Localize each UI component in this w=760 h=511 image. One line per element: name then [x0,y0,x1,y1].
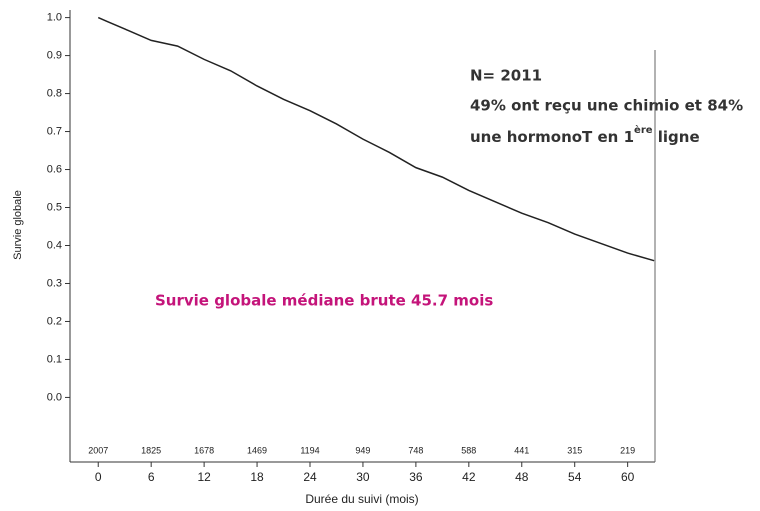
y-tick-label: 1.0 [47,12,62,24]
x-tick-label: 42 [462,470,476,484]
y-tick-label: 0.1 [47,353,62,365]
annotation: 49% ont reçu une chimio et 84% [470,97,743,115]
median-annotation: Survie globale médiane brute 45.7 mois [155,292,493,310]
x-tick-label: 48 [515,470,529,484]
y-tick-label: 0.9 [47,49,62,61]
at-risk-label: 1194 [300,445,319,455]
x-tick-label: 12 [197,470,211,484]
x-tick-label: 60 [621,470,635,484]
at-risk-label: 315 [567,445,582,455]
y-tick-label: 0.0 [47,391,62,403]
annotation: ligne [653,128,700,146]
at-risk-label: 441 [514,445,529,455]
at-risk-label: 1678 [194,445,214,455]
x-tick-label: 6 [148,470,155,484]
annotation: N= 2011 [470,67,542,85]
x-tick-label: 36 [409,470,423,484]
annotation: une hormonoT en 1 [470,128,634,146]
y-tick-label: 0.4 [47,239,62,251]
y-tick-label: 0.8 [47,87,62,99]
at-risk-label: 588 [461,445,476,455]
at-risk-label: 1469 [247,445,267,455]
at-risk-label: 2007 [88,445,108,455]
annotation-sup: ère [634,124,653,136]
y-tick-label: 0.2 [47,315,62,327]
x-axis-label: Durée du suivi (mois) [305,492,418,506]
x-tick-label: 54 [568,470,582,484]
survival-curve [97,16,655,262]
y-tick-label: 0.5 [47,201,62,213]
at-risk-label: 748 [408,445,423,455]
x-tick-label: 18 [250,470,264,484]
annotation: une hormonoT en 1ère ligne [470,124,700,146]
at-risk-label: 219 [620,445,635,455]
y-tick-label: 0.3 [47,277,62,289]
x-tick-label: 30 [356,470,370,484]
x-tick-label: 0 [95,470,102,484]
x-tick-label: 24 [303,470,317,484]
y-tick-label: 0.6 [47,163,62,175]
at-risk-label: 1825 [141,445,161,455]
y-tick-label: 0.7 [47,125,62,137]
y-axis-label: Survie globale [12,190,24,260]
at-risk-label: 949 [355,445,370,455]
